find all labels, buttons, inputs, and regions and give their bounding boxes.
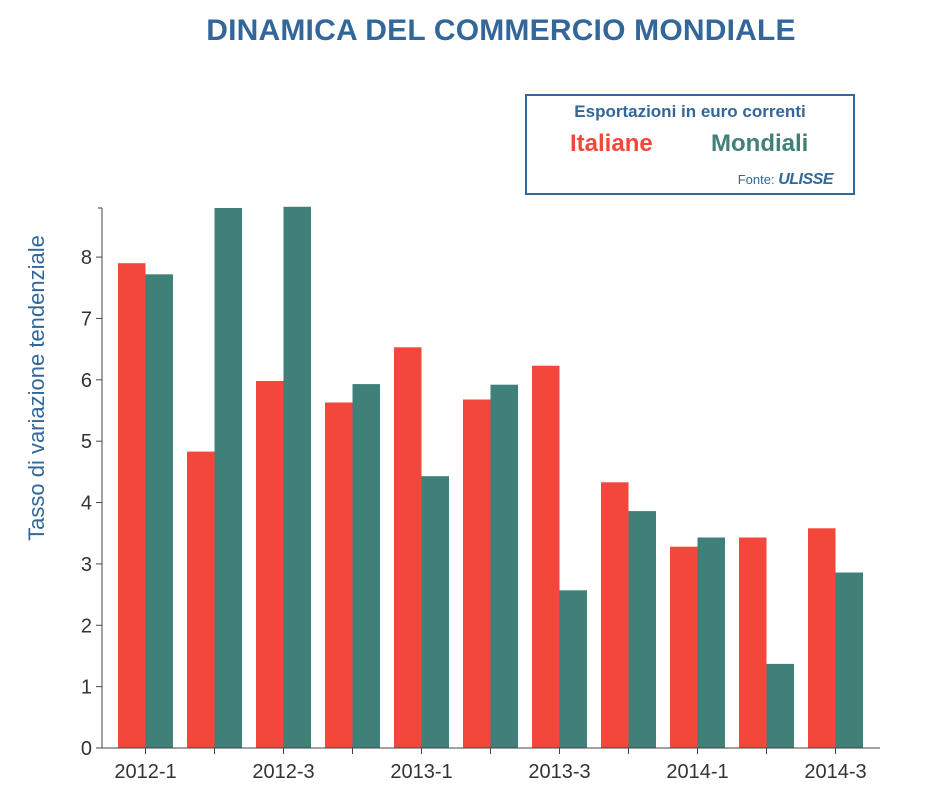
source-prefix: Fonte: [737, 172, 775, 187]
y-tick-label-4: 4 [81, 493, 92, 515]
x-tick-label-2013-1: 2013-1 [390, 761, 452, 783]
bar-italiane-2013-1 [394, 347, 422, 748]
legend-title: Esportazioni in euro correnti [574, 102, 806, 121]
y-tick-label-7: 7 [81, 308, 92, 330]
bar-mondiali-2014-1 [697, 537, 725, 748]
bar-mondiali-2014-3 [835, 572, 863, 748]
bar-italiane-2014-1 [670, 546, 698, 748]
legend-item-mondiali: Mondiali [711, 130, 809, 157]
legend: Esportazioni in euro correnti Italiane M… [525, 94, 855, 195]
y-tick-label-2: 2 [81, 615, 92, 637]
bar-mondiali-2013-3 [559, 590, 587, 748]
legend-source: Fonte: ULISSE [737, 171, 834, 189]
bar-italiane-2014-2 [739, 537, 767, 748]
chart-title: DINAMICA DEL COMMERCIO MONDIALE [206, 14, 796, 47]
bar-italiane-2012-2 [187, 451, 215, 748]
x-tick-label-2014-1: 2014-1 [666, 761, 728, 783]
axes-group: 0 1 2 3 4 5 6 7 8 2012-1 2012-3 2013-1 2013-3 2014-1 2… [81, 207, 880, 783]
bar-italiane-2013-3 [532, 365, 560, 748]
y-tick-label-1: 1 [81, 677, 92, 699]
bar-italiane-2012-1 [118, 263, 146, 748]
bar-mondiali-2012-3 [283, 206, 311, 749]
x-tick-label-2012-1: 2012-1 [114, 761, 176, 783]
y-tick-label-3: 3 [81, 554, 92, 576]
y-tick-label-5: 5 [81, 431, 92, 453]
bar-italiane-2014-3 [808, 528, 836, 748]
bar-mondiali-2013-2 [490, 384, 518, 748]
x-tick-label-2012-3: 2012-3 [252, 761, 314, 783]
bar-mondiali-2012-1 [145, 274, 173, 748]
y-tick-label-6: 6 [81, 370, 92, 392]
bar-mondiali-2014-2 [766, 663, 794, 748]
bar-mondiali-2013-4 [628, 511, 656, 748]
bar-italiane-2013-2 [463, 399, 491, 748]
title-wrap: DINAMICA DEL COMMERCIO MONDIALE [0, 0, 928, 60]
x-tick-label-2013-3: 2013-3 [528, 761, 590, 783]
y-axis-label: Tasso di variazione tendenziale [24, 235, 49, 541]
bar-mondiali-2012-4 [352, 384, 380, 748]
ulisse-logo: ULISSE [778, 171, 833, 188]
bar-mondiali-2012-2 [214, 208, 242, 748]
bar-italiane-2013-4 [601, 482, 629, 748]
x-tick-label-2014-3: 2014-3 [804, 761, 866, 783]
bar-italiane-2012-4 [325, 402, 353, 748]
y-tick-label-0: 0 [81, 738, 92, 760]
bars-group [118, 206, 863, 749]
legend-item-italiane: Italiane [570, 130, 653, 157]
y-tick-label-8: 8 [81, 247, 92, 269]
bar-mondiali-2013-1 [421, 476, 449, 748]
bar-italiane-2012-3 [256, 381, 284, 748]
